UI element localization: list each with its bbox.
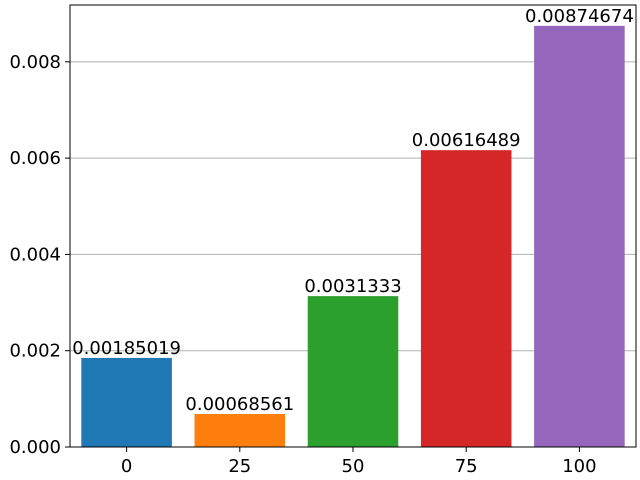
bar-25	[194, 413, 286, 447]
bar-value-label: 0.00874674	[525, 6, 634, 27]
x-tick-label: 50	[342, 456, 365, 477]
bar-75	[420, 150, 512, 447]
bar-value-label: 0.00616489	[412, 130, 521, 151]
bar-0	[81, 357, 172, 447]
plot-frame	[69, 4, 637, 448]
data-labels: 0.00185019 0.00068561 0.0031333 0.00616489 0…	[72, 6, 634, 415]
y-tick-label: 0.002	[9, 341, 61, 362]
x-tick-label: 100	[562, 456, 596, 477]
x-tick-label: 0	[121, 456, 132, 477]
bar-50	[307, 296, 399, 447]
bar-100	[534, 25, 625, 448]
x-tick-label: 75	[455, 456, 478, 477]
y-tick-label: 0.008	[9, 52, 61, 73]
bars	[81, 25, 625, 448]
y-tick-label: 0.006	[9, 148, 61, 169]
y-tick-label: 0.004	[9, 244, 61, 265]
x-axis-ticks: 0 25 50 75 100	[121, 447, 597, 477]
bar-value-label: 0.00185019	[72, 338, 181, 359]
bar-value-label: 0.0031333	[304, 276, 401, 297]
x-tick-label: 25	[228, 456, 251, 477]
y-tick-label: 0.000	[9, 437, 61, 458]
bar-value-label: 0.00068561	[185, 394, 294, 415]
y-axis-ticks: 0.000 0.002 0.004 0.006 0.008	[9, 52, 70, 458]
